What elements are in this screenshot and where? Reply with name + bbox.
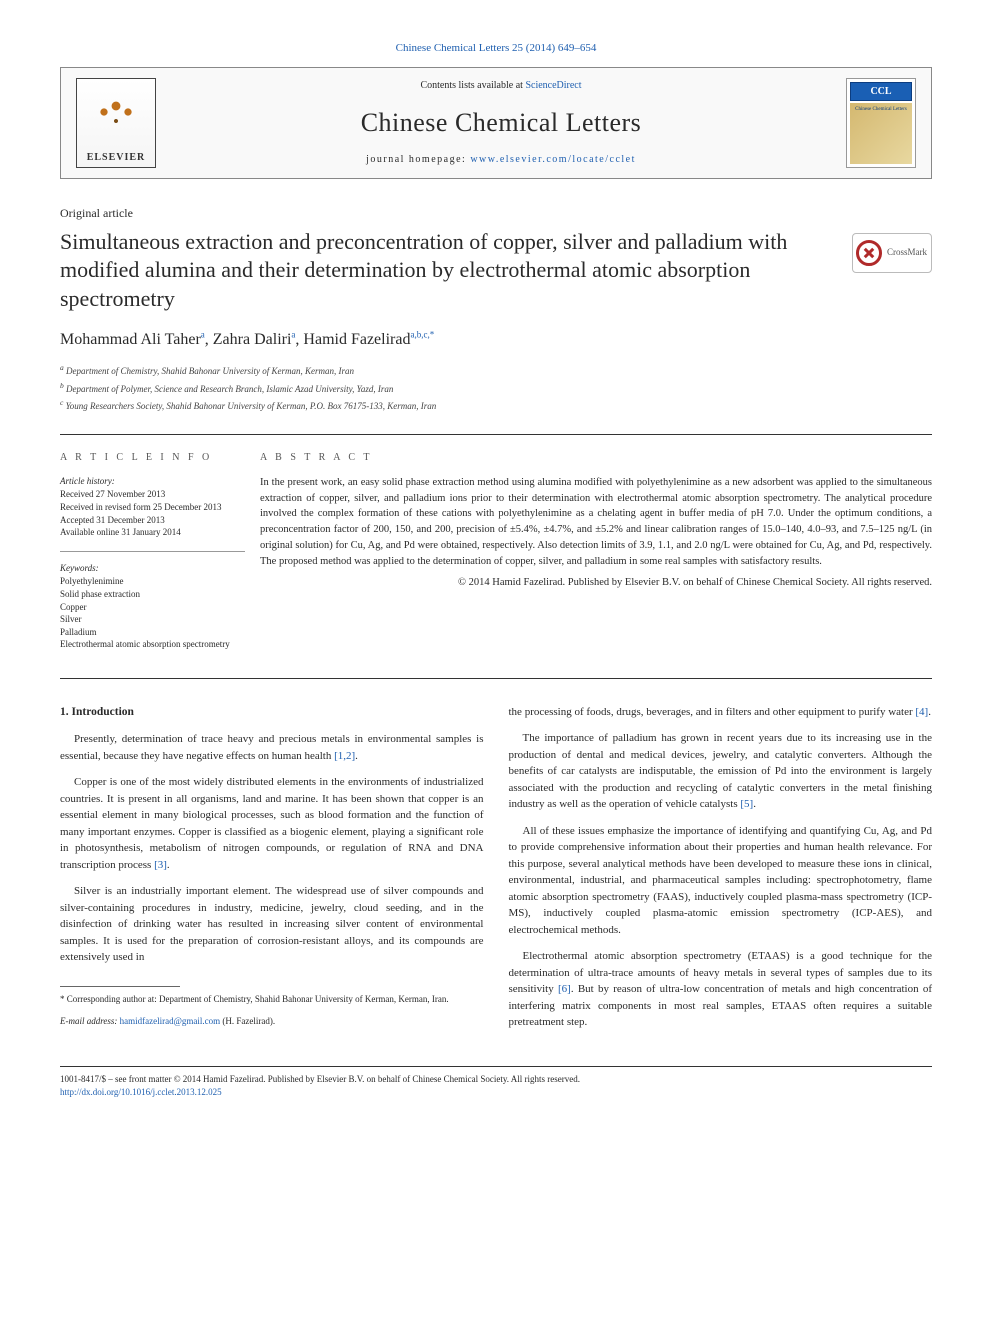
ref-link-5[interactable]: [5] [740, 798, 753, 810]
ref-link-4[interactable]: [4] [915, 706, 928, 718]
homepage-link[interactable]: www.elsevier.com/locate/cclet [470, 154, 636, 165]
keyword-2: Solid phase extraction [60, 588, 245, 601]
history-revised: Received in revised form 25 December 201… [60, 501, 245, 514]
homepage-prefix: journal homepage: [366, 154, 470, 165]
affiliations: a Department of Chemistry, Shahid Bahona… [60, 362, 932, 414]
keyword-4: Silver [60, 613, 245, 626]
body-columns: 1. Introduction Presently, determination… [60, 704, 932, 1041]
article-type: Original article [60, 204, 932, 222]
keyword-3: Copper [60, 601, 245, 614]
crossmark-label: CrossMark [887, 246, 927, 260]
ref-link-6[interactable]: [6] [558, 983, 571, 995]
article-history-block: Article history: Received 27 November 20… [60, 475, 245, 539]
abstract-copyright: © 2014 Hamid Fazelirad. Published by Els… [260, 575, 932, 591]
keyword-1: Polyethylenimine [60, 575, 245, 588]
affiliation-b: b Department of Polymer, Science and Res… [60, 380, 932, 397]
section-heading: 1. Introduction [60, 704, 484, 721]
journal-title: Chinese Chemical Letters [156, 103, 846, 142]
info-abstract-row: A R T I C L E I N F O Article history: R… [60, 434, 932, 679]
keywords-block: Keywords: Polyethylenimine Solid phase e… [60, 562, 245, 651]
email-link[interactable]: hamidfazelirad@gmail.com [120, 1016, 221, 1026]
journal-cover-thumbnail[interactable]: CCL Chinese Chemical Letters [846, 78, 916, 168]
body-p6: All of these issues emphasize the import… [509, 823, 933, 939]
body-p3: Silver is an industrially important elem… [60, 883, 484, 966]
info-divider [60, 551, 245, 552]
elsevier-logo[interactable]: ELSEVIER [76, 78, 156, 168]
abstract-text: In the present work, an easy solid phase… [260, 475, 932, 570]
elsevier-label: ELSEVIER [87, 148, 146, 167]
ccl-badge: CCL [850, 82, 912, 101]
author-3-affil: a,b,c, [410, 330, 429, 340]
elsevier-tree-icon [86, 88, 146, 148]
body-p5: The importance of palladium has grown in… [509, 730, 933, 813]
author-1-name: Mohammad Ali Taher [60, 331, 201, 348]
footer-copyright: 1001-8417/$ – see front matter © 2014 Ha… [60, 1073, 932, 1086]
authors: Mohammad Ali Tahera, Zahra Daliria, Hami… [60, 328, 932, 352]
affiliation-a: a Department of Chemistry, Shahid Bahona… [60, 362, 932, 379]
ref-link-1-2[interactable]: [1,2] [334, 750, 355, 762]
body-p1: Presently, determination of trace heavy … [60, 731, 484, 764]
email-suffix: (H. Fazelirad). [220, 1016, 275, 1026]
crossmark-button[interactable]: CrossMark [852, 233, 932, 273]
body-p7: Electrothermal atomic absorption spectro… [509, 948, 933, 1031]
author-1-affil: a [201, 330, 205, 340]
body-p4: the processing of foods, drugs, beverage… [509, 704, 933, 721]
journal-reference: Chinese Chemical Letters 25 (2014) 649–6… [60, 40, 932, 57]
journal-header: ELSEVIER Contents lists available at Sci… [60, 67, 932, 179]
ref-link-3[interactable]: [3] [154, 859, 167, 871]
history-label: Article history: [60, 475, 245, 488]
footnote-corresponding: * Corresponding author at: Department of… [60, 993, 484, 1006]
footnote-email: E-mail address: hamidfazelirad@gmail.com… [60, 1015, 484, 1028]
sciencedirect-link[interactable]: ScienceDirect [525, 80, 581, 91]
crossmark-icon [856, 240, 882, 266]
contents-line: Contents lists available at ScienceDirec… [156, 78, 846, 93]
author-2-name: Zahra Daliri [213, 331, 292, 348]
keywords-label: Keywords: [60, 562, 245, 575]
journal-reference-suffix: 25 (2014) 649–654 [509, 42, 596, 54]
doi-link[interactable]: http://dx.doi.org/10.1016/j.cclet.2013.1… [60, 1087, 222, 1097]
footnote-rule [60, 986, 180, 987]
affiliation-c: c Young Researchers Society, Shahid Baho… [60, 397, 932, 414]
corresponding-mark: * [430, 330, 435, 340]
article-info-header: A R T I C L E I N F O [60, 450, 245, 465]
article-info-column: A R T I C L E I N F O Article history: R… [60, 450, 260, 663]
author-3-name: Hamid Fazelirad [303, 331, 410, 348]
journal-reference-link[interactable]: Chinese Chemical Letters [396, 42, 510, 54]
body-p2: Copper is one of the most widely distrib… [60, 774, 484, 873]
email-label: E-mail address: [60, 1016, 120, 1026]
contents-prefix: Contents lists available at [420, 80, 525, 91]
history-accepted: Accepted 31 December 2013 [60, 514, 245, 527]
keyword-6: Electrothermal atomic absorption spectro… [60, 638, 245, 651]
abstract-header: A B S T R A C T [260, 450, 932, 465]
title-row: Simultaneous extraction and preconcentra… [60, 228, 932, 314]
author-2-affil: a [291, 330, 295, 340]
footer-rule [60, 1066, 932, 1067]
history-online: Available online 31 January 2014 [60, 526, 245, 539]
homepage-line: journal homepage: www.elsevier.com/locat… [156, 152, 846, 167]
body-column-left: 1. Introduction Presently, determination… [60, 704, 484, 1041]
body-column-right: the processing of foods, drugs, beverage… [509, 704, 933, 1041]
article-title: Simultaneous extraction and preconcentra… [60, 228, 852, 314]
page-footer: 1001-8417/$ – see front matter © 2014 Ha… [60, 1073, 932, 1098]
abstract-column: A B S T R A C T In the present work, an … [260, 450, 932, 663]
history-received: Received 27 November 2013 [60, 488, 245, 501]
header-center: Contents lists available at ScienceDirec… [156, 78, 846, 167]
cover-body: Chinese Chemical Letters [850, 103, 912, 164]
keyword-5: Palladium [60, 626, 245, 639]
